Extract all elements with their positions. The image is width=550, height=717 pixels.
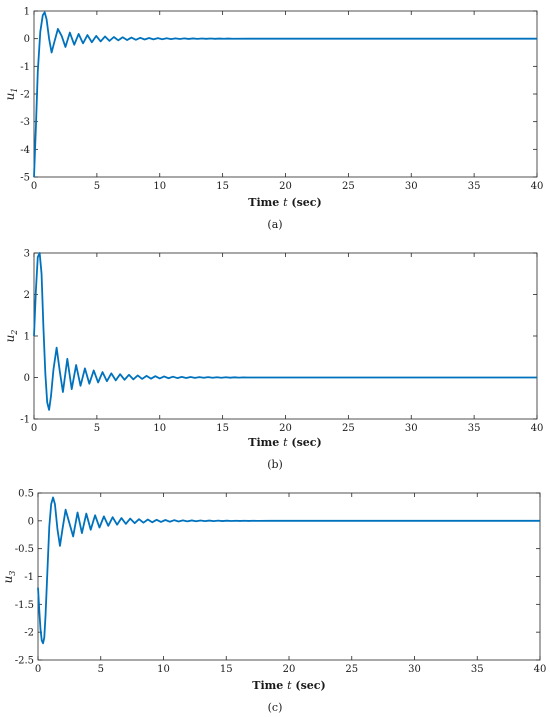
panel-caption-a: (a) [267,218,282,231]
y-tick-label: -4 [20,145,30,156]
y-tick-label: 2 [24,290,30,301]
x-tick-label: 5 [94,181,100,192]
x-tick-label: 30 [408,664,421,675]
x-axis-label: Time t (sec) [248,436,321,449]
y-axis-subscript: 2 [10,330,19,336]
y-tick-label: -5 [20,173,30,184]
ticks-a: 0 5 10 15 20 25 30 35 40 -5 -4 -3 -2 -1 0 1 [20,7,543,193]
y-axis-label-u1: u1 [3,88,19,101]
x-tick-label: 20 [279,181,292,192]
y-tick-label: -2.5 [15,656,34,667]
x-tick-label: 35 [468,423,481,434]
x-tick-label: 0 [35,664,41,675]
plot-frame-a [33,10,538,178]
x-tick-label: 10 [153,423,166,434]
series-line-u1 [33,11,537,178]
x-axis-label: Time t (sec) [248,196,321,209]
x-axis-label: Time t (sec) [252,679,325,692]
series-line-u3 [37,496,540,645]
y-tick-label: 1 [24,7,30,18]
series-line-u2 [33,252,537,411]
y-axis-label-u2: u2 [3,330,19,343]
x-tick-label: 40 [531,423,544,434]
x-tick-label: 40 [531,181,544,192]
x-axis-label-suffix: (sec) [288,436,322,449]
plot-frame-b [33,252,538,420]
x-tick-label: 40 [534,664,547,675]
panel-caption-c: (c) [268,701,283,714]
y-axis-label-u3: u3 [1,571,17,584]
x-axis-label-var: t [287,679,292,692]
y-tick-label: 1 [24,332,30,343]
x-tick-label: 5 [94,423,100,434]
y-tick-label: -2 [24,628,34,639]
y-tick-label: -0.5 [15,544,34,555]
x-tick-label: 15 [216,423,229,434]
y-axis-symbol: u [1,576,15,584]
x-axis-label-var: t [283,436,288,449]
y-axis-symbol: u [3,93,17,101]
y-axis-symbol: u [3,335,17,343]
y-tick-label: -1.5 [15,600,34,611]
x-axis-label-prefix: Time [252,679,287,692]
panel-c: 0 5 10 15 20 25 30 35 40-2.5-2-1.5-1-0.500.5 u3 … [1,489,546,715]
x-axis-label-var: t [283,196,288,209]
x-tick-label: 25 [342,423,355,434]
y-tick-label: 0.5 [18,489,34,500]
x-axis-label-prefix: Time [248,196,283,209]
y-tick-label: 3 [24,249,30,260]
x-tick-label: 30 [405,423,418,434]
y-tick-label: -1 [20,62,30,73]
x-tick-label: 10 [157,664,170,675]
x-tick-label: 10 [153,181,166,192]
panel-caption-b: (b) [267,458,283,471]
x-tick-label: 0 [31,181,37,192]
x-tick-label: 25 [345,664,358,675]
x-axis-label-prefix: Time [248,436,283,449]
x-tick-label: 20 [283,664,296,675]
y-tick-label: -1 [24,572,34,583]
x-tick-label: 25 [342,181,355,192]
x-tick-label: 15 [220,664,233,675]
x-axis-label-suffix: (sec) [288,196,322,209]
y-axis-subscript: 3 [8,571,17,576]
panel-a: 0 5 10 15 20 25 30 35 40-5-4-3-2-101 u1 Time t (… [3,7,543,232]
x-axis-label-suffix: (sec) [292,679,326,692]
x-tick-label: 0 [31,423,37,434]
y-axis-subscript: 1 [10,88,19,93]
y-tick-label: -2 [20,90,30,101]
y-tick-label: -3 [20,117,30,128]
x-tick-label: 35 [468,181,481,192]
ticks-c: 0 5 10 15 20 25 30 35 40 -2.5 -2 -1.5 -1 -0.5 0 0.5 [15,489,547,676]
y-tick-label: 0 [24,373,30,384]
x-tick-label: 20 [279,423,292,434]
x-tick-label: 35 [471,664,484,675]
y-tick-label: 0 [28,516,34,527]
x-tick-label: 30 [405,181,418,192]
y-tick-label: -1 [20,415,30,426]
y-tick-label: 0 [24,34,30,45]
x-tick-label: 15 [216,181,229,192]
x-tick-label: 5 [98,664,104,675]
